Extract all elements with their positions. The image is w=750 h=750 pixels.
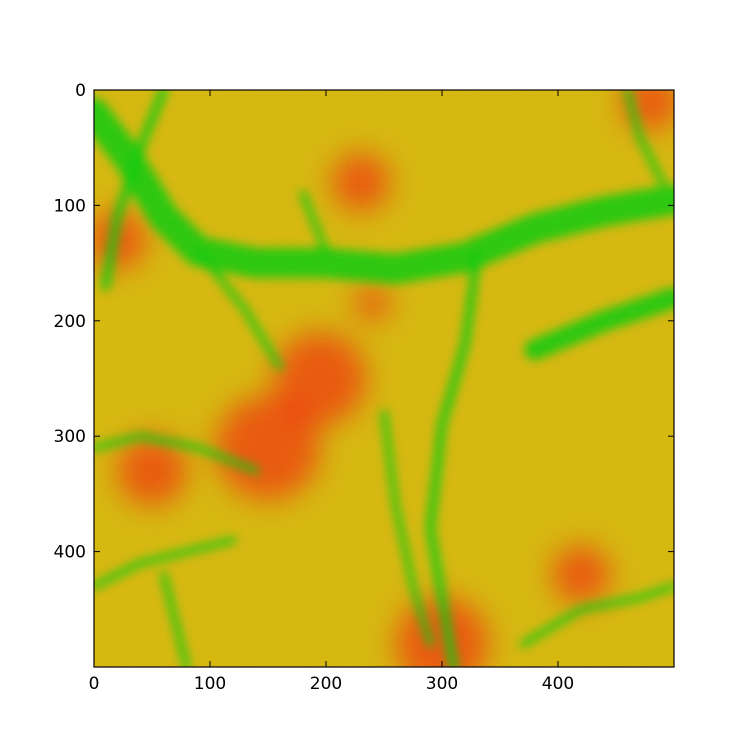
y-tick-label: 0 [75,81,86,101]
plot-frame [93,89,675,668]
x-tick-label: 400 [542,674,574,694]
x-tick-label: 300 [426,674,458,694]
x-tick-label: 100 [194,674,226,694]
y-tick-label: 400 [54,543,86,563]
y-axis: 0 100 200 300 400 [54,81,674,563]
heatmap-image [94,90,674,667]
y-tick-label: 100 [54,196,86,216]
texture-overlay [94,90,674,667]
y-tick-label: 300 [54,427,86,447]
x-axis: 0 100 200 300 400 [89,90,574,694]
x-tick-label: 200 [310,674,342,694]
x-tick-label: 0 [89,674,100,694]
y-tick-label: 200 [54,312,86,332]
